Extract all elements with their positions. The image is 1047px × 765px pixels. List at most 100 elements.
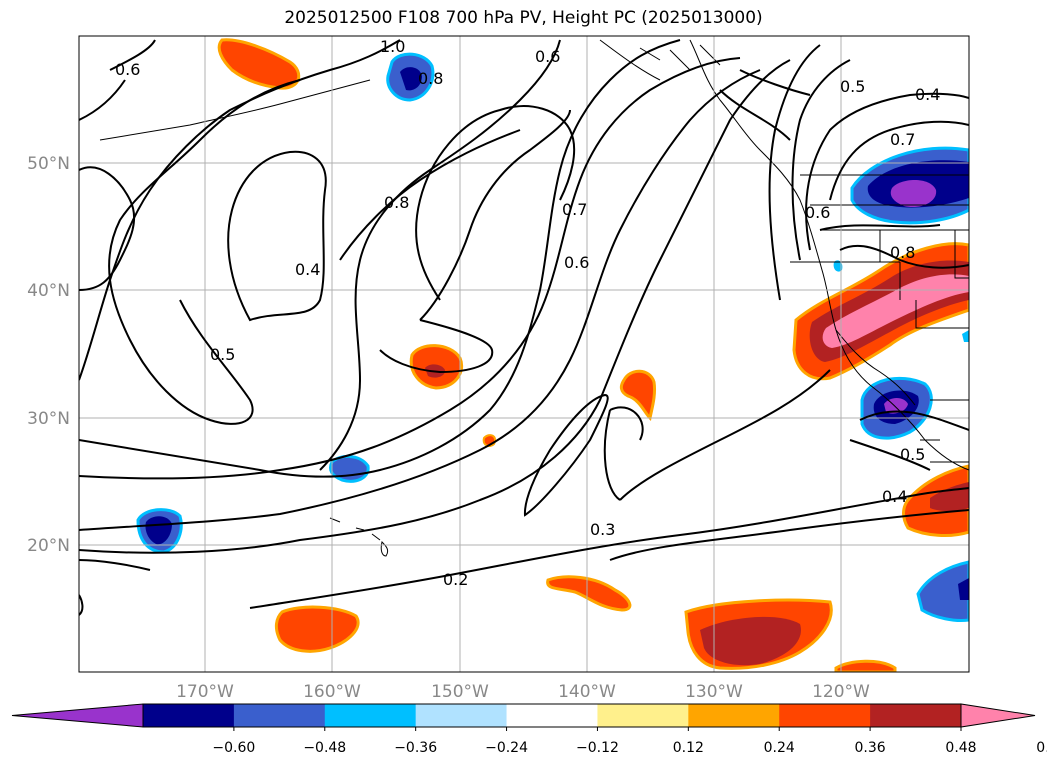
colorbar-tick-label: 0.36 bbox=[855, 740, 886, 756]
graticule bbox=[79, 36, 969, 672]
contour-line bbox=[108, 79, 301, 425]
contour-label: 0.6 bbox=[535, 47, 560, 66]
pv-positive-patch bbox=[834, 659, 897, 672]
pv-negative-patch bbox=[890, 180, 937, 208]
lat-label: 20°N bbox=[27, 536, 70, 556]
contour-label: 0.6 bbox=[805, 203, 830, 222]
lat-label: 50°N bbox=[27, 154, 70, 174]
contour-label: 0.4 bbox=[915, 85, 940, 104]
contour-line bbox=[79, 39, 681, 478]
contour-label: 0.8 bbox=[418, 69, 443, 88]
latitude-labels: 50°N 40°N 30°N 20°N bbox=[27, 154, 70, 556]
contour-label: 0.5 bbox=[840, 77, 865, 96]
colorbar-tick-label: 0.12 bbox=[673, 740, 704, 756]
aleutian-islands bbox=[99, 79, 371, 141]
lon-label: 150°W bbox=[431, 682, 489, 702]
contour-line bbox=[415, 105, 576, 301]
contour-line bbox=[79, 559, 151, 616]
pv-negative-patch bbox=[958, 578, 969, 600]
contour-line bbox=[79, 39, 401, 381]
pv-negative-patch bbox=[833, 260, 843, 272]
colorbar-frame bbox=[142, 703, 962, 728]
lon-label: 140°W bbox=[558, 682, 616, 702]
colorbar-swatch bbox=[415, 704, 508, 727]
contour-label: 0.8 bbox=[384, 193, 409, 212]
colorbar-ticks: −0.60 −0.48 −0.36 −0.24 −0.12 0.12 0.24 0.36 0.4… bbox=[212, 727, 1047, 756]
colorbar-swatch bbox=[688, 704, 780, 727]
colorbar-extend-high bbox=[960, 703, 1036, 728]
colorbar-swatch bbox=[597, 704, 689, 727]
colorbar: −0.60 −0.48 −0.36 −0.24 −0.12 0.12 0.24 0.36 0.4… bbox=[11, 703, 1047, 756]
contour-line bbox=[79, 69, 761, 531]
contour-label: 0.4 bbox=[882, 487, 907, 506]
contour-line bbox=[849, 410, 969, 471]
contour-line bbox=[603, 369, 831, 501]
contour-line bbox=[319, 39, 561, 471]
colorbar-tick-label: 0.60 bbox=[1036, 740, 1047, 756]
contour-line bbox=[768, 44, 851, 301]
pv-positive-patch bbox=[700, 616, 801, 666]
contour-label: 0.2 bbox=[443, 570, 468, 589]
lat-label: 30°N bbox=[27, 409, 70, 429]
contour-line bbox=[79, 59, 791, 554]
contour-label: 0.3 bbox=[590, 520, 615, 539]
colorbar-swatch bbox=[506, 704, 598, 727]
colorbar-tick-label: −0.12 bbox=[576, 740, 619, 756]
hawaii-islands bbox=[329, 517, 389, 557]
pv-fill-layer bbox=[136, 38, 969, 672]
colorbar-swatch bbox=[324, 704, 417, 727]
state-borders bbox=[790, 174, 969, 463]
height-contours bbox=[79, 39, 969, 616]
contour-line bbox=[227, 150, 327, 322]
colorbar-tick-label: 0.24 bbox=[764, 740, 795, 756]
lon-label: 160°W bbox=[303, 682, 361, 702]
contour-label: 0.5 bbox=[210, 345, 235, 364]
colorbar-swatch bbox=[233, 704, 326, 727]
colorbar-tick-label: −0.48 bbox=[303, 740, 346, 756]
contour-label: 0.7 bbox=[562, 200, 587, 219]
lon-label: 130°W bbox=[685, 682, 743, 702]
pv-negative-patch bbox=[145, 516, 172, 545]
contour-line bbox=[79, 39, 156, 121]
contour-line bbox=[609, 509, 969, 561]
pv-positive-patch bbox=[822, 274, 969, 348]
colorbar-tick-label: 0.48 bbox=[945, 740, 976, 756]
contour-line bbox=[719, 69, 811, 141]
contour-label: 0.7 bbox=[890, 130, 915, 149]
contour-line bbox=[523, 393, 609, 517]
contour-line bbox=[249, 487, 969, 609]
colorbar-swatch bbox=[143, 704, 235, 727]
colorbar-swatch bbox=[779, 704, 871, 727]
contour-line bbox=[805, 92, 969, 251]
contour-label: 0.8 bbox=[890, 243, 915, 262]
contour-label: 0.6 bbox=[115, 60, 140, 79]
contour-label: 0.4 bbox=[295, 260, 320, 279]
colorbar-swatch bbox=[870, 704, 962, 727]
contour-line bbox=[819, 224, 969, 269]
colorbar-tick-label: −0.24 bbox=[485, 740, 528, 756]
contour-label: 0.6 bbox=[564, 253, 589, 272]
contour-label: 0.5 bbox=[900, 445, 925, 464]
lon-label: 120°W bbox=[812, 682, 870, 702]
colorbar-swatches bbox=[11, 703, 1036, 728]
pv-positive-patch bbox=[546, 575, 632, 612]
contour-line bbox=[79, 166, 136, 291]
lat-label: 40°N bbox=[27, 281, 70, 301]
map-frame bbox=[78, 35, 970, 673]
colorbar-tick-label: −0.60 bbox=[212, 740, 255, 756]
pv-negative-patch bbox=[962, 330, 969, 342]
baja-coastline bbox=[835, 329, 916, 406]
longitude-labels: 170°W 160°W 150°W 140°W 130°W 120°W bbox=[176, 682, 870, 702]
lon-label: 170°W bbox=[176, 682, 234, 702]
contour-line bbox=[339, 109, 571, 321]
pv-negative-patch bbox=[328, 455, 370, 483]
map-title: 2025012500 F108 700 hPa PV, Height PC (2… bbox=[284, 8, 763, 28]
contour-label: 1.0 bbox=[380, 37, 405, 56]
pv-negative-patch bbox=[916, 560, 969, 622]
colorbar-extend-low bbox=[11, 703, 144, 728]
pv-negative-patch bbox=[400, 67, 422, 91]
contour-label-layer: 1.0 0.8 0.6 0.5 0.4 0.7 0.5 0.4 0.8 0.6 … bbox=[115, 37, 940, 589]
contour-line bbox=[379, 319, 494, 374]
colorbar-tick-label: −0.36 bbox=[394, 740, 437, 756]
